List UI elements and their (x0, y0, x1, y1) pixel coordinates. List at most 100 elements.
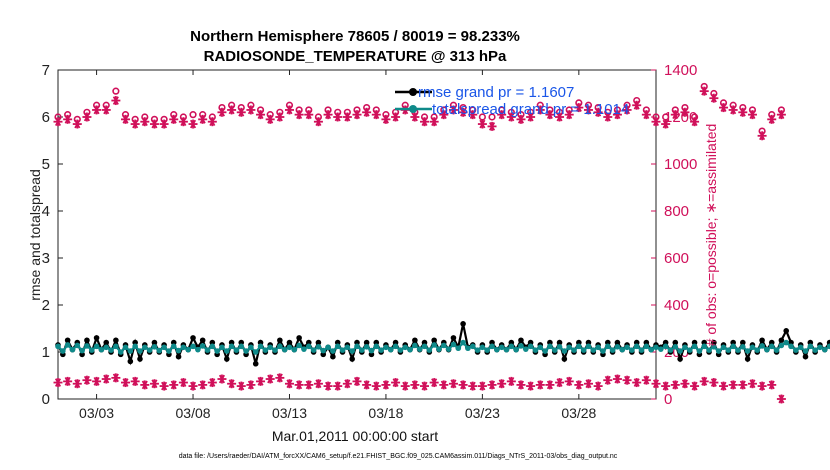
data-point-assimilated (140, 117, 150, 127)
data-point (518, 337, 524, 344)
data-point (730, 343, 736, 350)
data-point-assimilated (757, 131, 767, 141)
data-point-assimilated (246, 380, 256, 390)
data-point-assimilated (738, 107, 748, 117)
data-point (199, 343, 206, 349)
data-point (113, 343, 119, 350)
data-point-assimilated (352, 110, 362, 120)
data-point (412, 342, 418, 349)
data-point-assimilated (612, 110, 622, 120)
data-point-assimilated (333, 112, 343, 122)
data-point-assimilated (265, 114, 275, 124)
data-point (706, 347, 712, 353)
data-point-assimilated (593, 381, 603, 391)
data-point (489, 343, 495, 350)
data-point (759, 343, 765, 349)
data-point-assimilated (178, 378, 188, 388)
data-point (180, 344, 187, 351)
data-point (551, 347, 558, 353)
data-point (773, 347, 780, 353)
data-point-assimilated (284, 379, 294, 389)
data-point-assimilated (477, 119, 487, 129)
x-tick-label: 03/18 (368, 405, 403, 421)
data-point-assimilated (468, 381, 478, 391)
data-point (455, 345, 462, 352)
data-point (580, 347, 587, 353)
data-point (64, 342, 71, 348)
data-point (103, 339, 110, 346)
data-point (387, 346, 394, 353)
data-point (286, 339, 293, 346)
data-point (344, 344, 351, 351)
data-point (797, 344, 804, 351)
data-point-assimilated (178, 117, 188, 127)
data-point (330, 353, 336, 360)
data-point (310, 347, 317, 353)
data-point-assimilated (545, 110, 555, 120)
data-point-assimilated (294, 380, 304, 390)
data-point (305, 343, 312, 350)
data-point (93, 335, 100, 341)
data-point-assimilated (439, 110, 449, 120)
data-point-assimilated (516, 114, 526, 124)
data-point (281, 346, 288, 353)
data-point-assimilated (294, 110, 304, 120)
data-point-assimilated (487, 121, 497, 131)
data-point (64, 337, 71, 344)
data-point (624, 344, 630, 351)
data-point (474, 347, 481, 353)
left-tick-label: 1 (42, 344, 50, 361)
data-point-assimilated (169, 114, 179, 124)
data-point-assimilated (275, 112, 285, 122)
data-point (469, 343, 476, 350)
data-point (122, 344, 129, 351)
data-point (658, 346, 664, 352)
data-point (629, 347, 635, 353)
footer-datafile: data file: /Users/raeder/DAI/ATM_forcXX/… (179, 453, 618, 460)
data-point (402, 344, 409, 351)
data-point-assimilated (555, 378, 565, 388)
data-point-assimilated (719, 381, 729, 391)
data-point-assimilated (564, 376, 574, 386)
data-point-assimilated (391, 378, 401, 388)
data-point-assimilated (101, 105, 111, 115)
data-point (233, 347, 240, 353)
data-point-assimilated (728, 105, 738, 115)
data-point (267, 344, 273, 351)
data-point-assimilated (111, 96, 121, 106)
plot-area-frame (57, 69, 657, 400)
data-point (460, 321, 466, 327)
data-point-assimilated (130, 119, 140, 129)
data-point (648, 346, 654, 353)
data-point (325, 344, 331, 351)
right-tick-label: 600 (664, 250, 689, 267)
data-point (195, 346, 201, 353)
data-point-assimilated (719, 103, 729, 113)
data-point (744, 348, 751, 354)
data-point (465, 345, 471, 352)
data-point (296, 342, 302, 349)
data-point (735, 347, 741, 353)
data-point (817, 344, 823, 351)
data-point-assimilated (670, 380, 680, 390)
data-point-assimilated (371, 110, 381, 120)
data-point-assimilated (574, 380, 584, 390)
data-point (518, 343, 524, 349)
data-point (686, 347, 693, 353)
data-point (778, 342, 785, 349)
data-point-assimilated (651, 379, 661, 389)
data-point (204, 347, 211, 353)
data-point-assimilated (497, 379, 507, 389)
data-point-assimilated (670, 110, 680, 120)
data-point (788, 343, 794, 350)
data-point-assimilated (72, 379, 82, 389)
data-point-assimilated (352, 376, 362, 386)
data-point (450, 335, 457, 341)
data-point-assimilated (583, 105, 593, 115)
data-point-assimilated (728, 380, 738, 390)
x-tick-label: 03/23 (465, 405, 500, 421)
series-totalspread (55, 339, 830, 355)
data-point-assimilated (545, 380, 555, 390)
data-point (113, 337, 119, 344)
